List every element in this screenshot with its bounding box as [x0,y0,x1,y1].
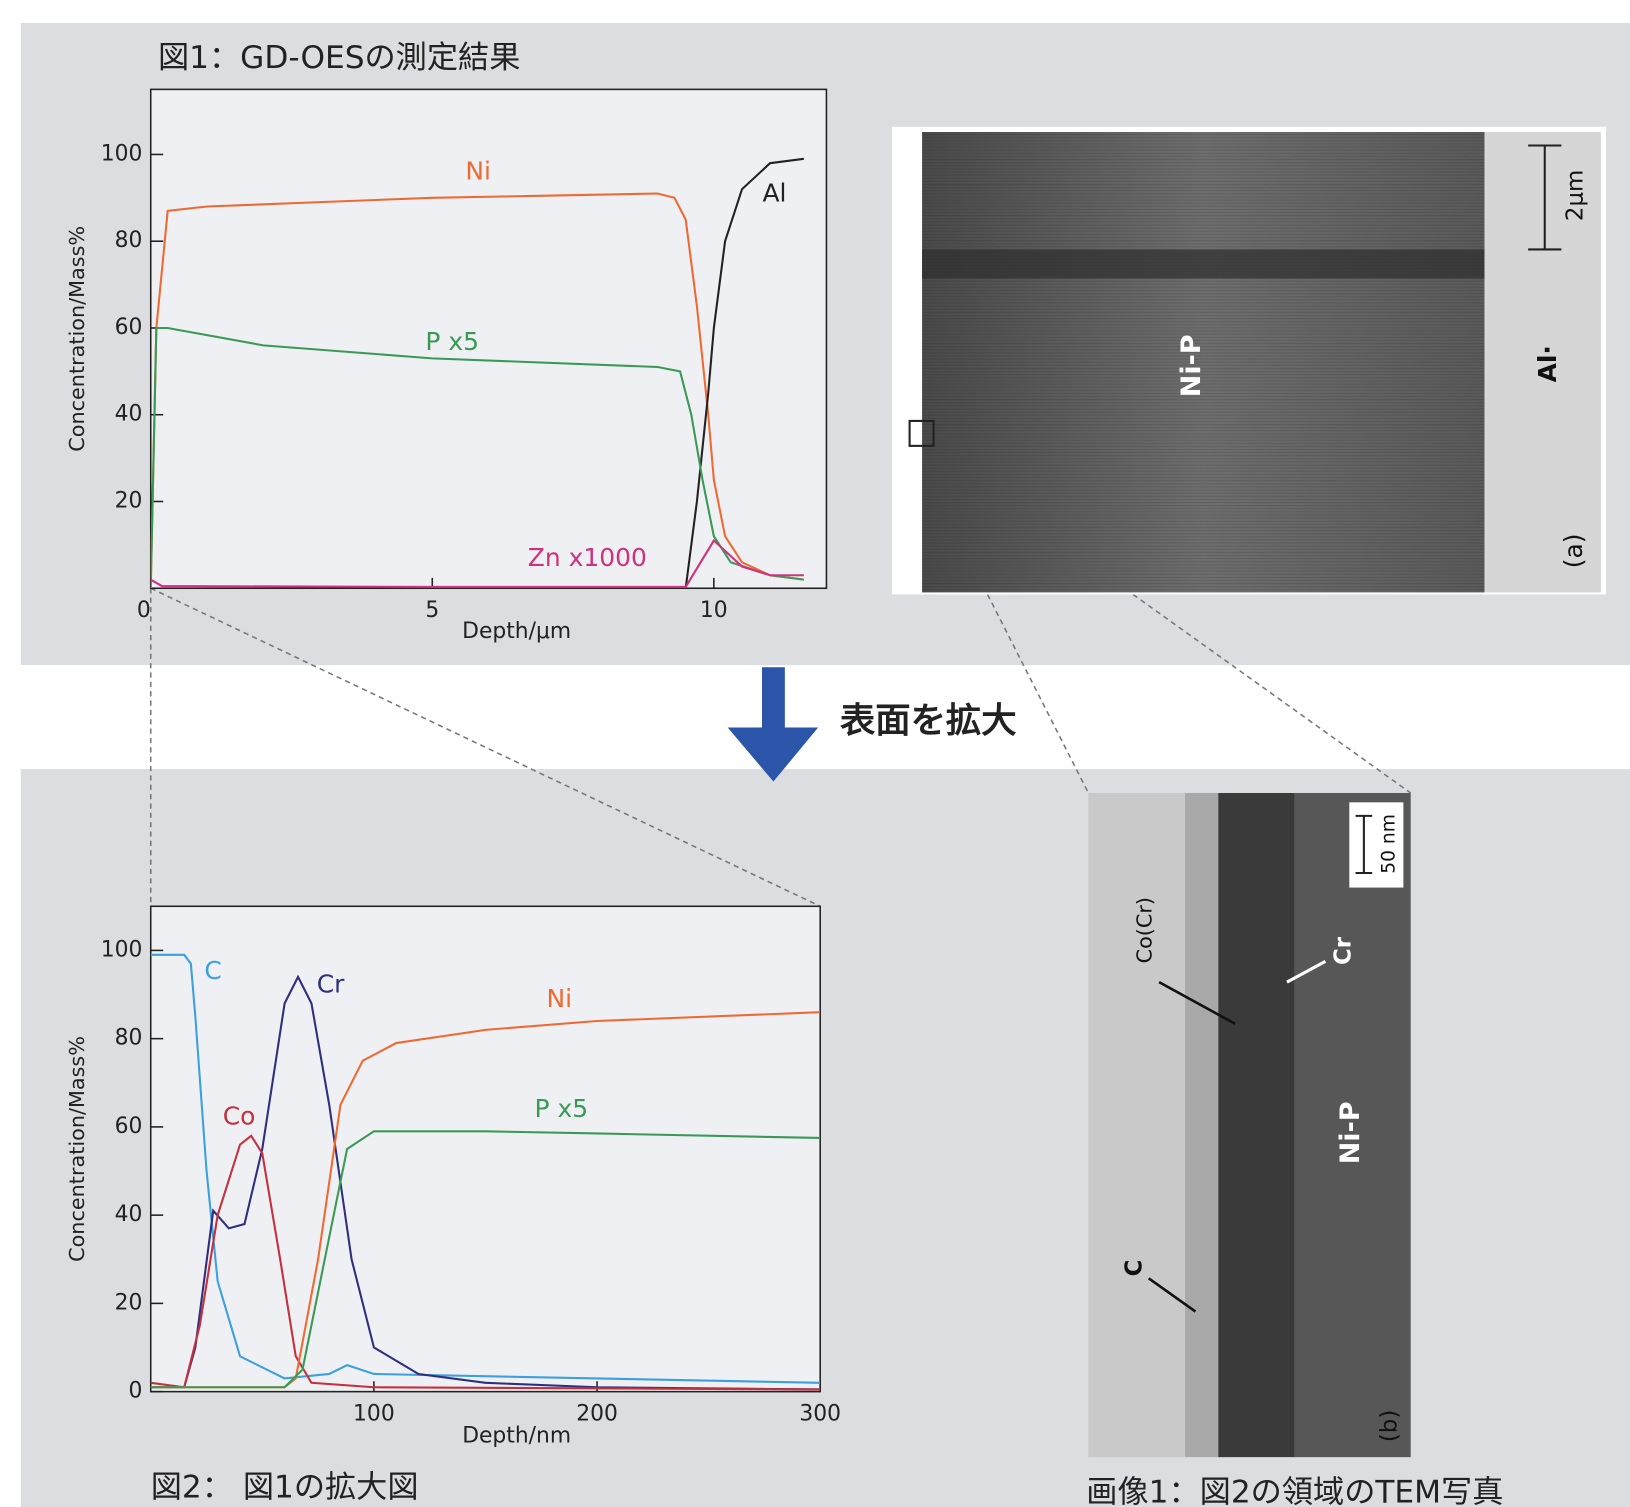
arrow-label: 表面を拡大 [840,700,1017,741]
image-label: C [1122,1260,1148,1277]
y-tick-label: 60 [115,315,143,340]
x-tick-label: 300 [799,1402,841,1427]
series-label: P x5 [425,327,479,356]
image-label: Ni-P [1176,334,1207,397]
y-tick-label: 60 [115,1114,143,1139]
image-label: Ni-P [1335,1101,1366,1164]
x-tick-label: 5 [425,598,439,623]
series-label: Co [223,1101,256,1130]
x-tick-label: 200 [576,1402,618,1427]
image-label: Co(Cr) [1133,897,1157,963]
y-tick-label: 80 [115,228,143,253]
y-tick-label: 20 [115,1290,143,1315]
x-tick-label: 0 [137,598,151,623]
y-tick-label: 40 [115,1202,143,1227]
x-axis-label: Depth/nm [462,1423,571,1448]
figure: 表面を拡大 図1：GD-OESの測定結果 Depth/μm Concentratio… [0,0,1630,1507]
plot-area [151,906,820,1391]
y-tick-label: 100 [101,141,143,166]
zoom-arrow [728,667,818,781]
series-label: Zn x1000 [528,543,647,572]
scale-bar-label: 50 nm [1378,814,1399,874]
scale-bar-label: 2μm [1562,170,1588,221]
y-axis-label: Concentration/Mass% [65,1036,89,1262]
y-tick-label: 80 [115,1026,143,1051]
x-tick-label: 10 [700,598,728,623]
image-label: (b) [1376,1410,1402,1442]
image-label: (a) [1559,533,1588,568]
chart-title: 図1：GD-OESの測定結果 [158,40,520,76]
page: {"chart_data": [ {"type": "line", "title… [0,0,1630,1507]
image-label: Al· [1533,345,1562,382]
image-caption: 画像1：図2の領域のTEM写真 [1086,1474,1503,1507]
series-label: Ni [465,157,491,186]
series-label: Cr [317,969,345,998]
series-label: C [204,956,221,985]
y-axis-label: Concentration/Mass% [65,226,89,452]
series-label: P x5 [535,1094,589,1123]
x-axis-label: Depth/μm [462,619,571,644]
series-label: Al [762,178,786,207]
series-label: Ni [546,984,572,1013]
y-tick-label: 40 [115,402,143,427]
x-tick-label: 100 [353,1402,395,1427]
y-tick-label: 100 [101,937,143,962]
tem-image-a [892,127,1606,595]
chart-title: 図2： 図1の拡大図 [151,1469,419,1505]
y-tick-label: 0 [129,1379,143,1404]
image-label: Cr [1331,936,1357,965]
y-tick-label: 20 [115,488,143,513]
